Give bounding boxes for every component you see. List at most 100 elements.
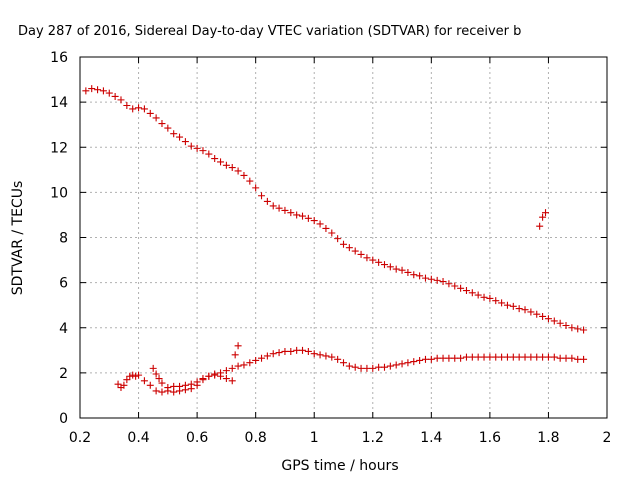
data-point [149,364,157,372]
data-point [322,224,330,232]
data-point [211,155,219,163]
data-point [246,359,254,367]
data-point [451,354,459,362]
data-point [94,86,102,94]
data-point [228,377,236,385]
data-point [316,351,324,359]
data-point [542,209,550,217]
data-point [252,356,260,364]
data-point [181,138,189,146]
data-point [234,362,242,370]
data-point [170,382,178,390]
data-point [527,353,535,361]
data-point [228,364,236,372]
data-point [375,258,383,266]
data-point [217,158,225,166]
data-point [193,144,201,152]
data-point [240,171,248,179]
data-point [293,211,301,219]
data-point [503,301,511,309]
data-point [129,371,137,379]
data-point [164,124,172,132]
data-point [416,356,424,364]
data-point [340,359,347,367]
data-point [421,355,429,363]
data-point [99,87,107,95]
data-point [310,350,318,358]
data-point [281,347,289,355]
data-point [252,184,260,192]
data-point [345,244,353,252]
data-point [176,133,184,141]
data-point [568,354,576,362]
data-point [114,380,122,388]
data-point [433,354,441,362]
data-point [544,353,552,361]
data-point [480,353,488,361]
data-point [164,384,172,392]
y-tick-label: 12 [50,140,68,156]
data-point [556,354,564,362]
data-point [533,353,541,361]
data-point [562,354,570,362]
data-point [146,381,154,389]
data-point [474,353,482,361]
data-point [158,379,166,387]
data-point [468,289,476,297]
data-point [135,371,143,379]
x-tick-label: 1.6 [479,430,501,446]
data-point [398,360,406,368]
data-point [275,204,283,212]
data-point [135,104,143,112]
data-point [539,312,547,320]
x-axis-label: GPS time / hours [281,458,398,474]
x-tick-label: 1.4 [420,430,442,446]
data-point [357,250,365,258]
data-point [492,297,500,305]
data-point [199,147,207,155]
data-point [509,302,517,310]
data-point [228,164,236,172]
data-point [140,377,148,385]
data-point [580,326,588,334]
y-tick-label: 8 [59,231,68,247]
data-point [281,206,289,214]
data-point [550,353,558,361]
data-point [410,271,418,279]
data-point [404,268,412,276]
data-point [304,347,312,355]
data-point [451,282,459,290]
data-point [231,351,239,359]
data-point [515,353,523,361]
data-point [386,362,394,370]
data-point [462,287,470,295]
data-point [533,310,541,318]
data-point [123,102,131,110]
data-point [486,294,494,302]
chart-title: Day 287 of 2016, Sidereal Day-to-day VTE… [18,24,521,39]
x-tick-label: 0.2 [69,430,91,446]
data-point [234,167,242,175]
data-point [392,265,400,273]
data-point [550,317,558,325]
data-point [509,353,517,361]
y-tick-label: 10 [50,185,68,201]
data-point [217,372,225,380]
data-point [299,212,307,220]
data-point [462,353,470,361]
data-point [205,150,213,158]
x-tick-label: 1.8 [537,430,559,446]
data-point [263,352,271,360]
series-group [149,364,236,392]
data-point [386,263,394,271]
data-point [287,209,295,217]
y-tick-label: 0 [59,411,68,427]
data-point [187,380,195,388]
y-tick-label: 2 [59,366,68,382]
data-point [503,353,511,361]
data-point [480,293,488,301]
data-point [521,306,529,314]
data-point [246,177,254,185]
data-point [222,367,230,375]
data-point [222,375,230,383]
